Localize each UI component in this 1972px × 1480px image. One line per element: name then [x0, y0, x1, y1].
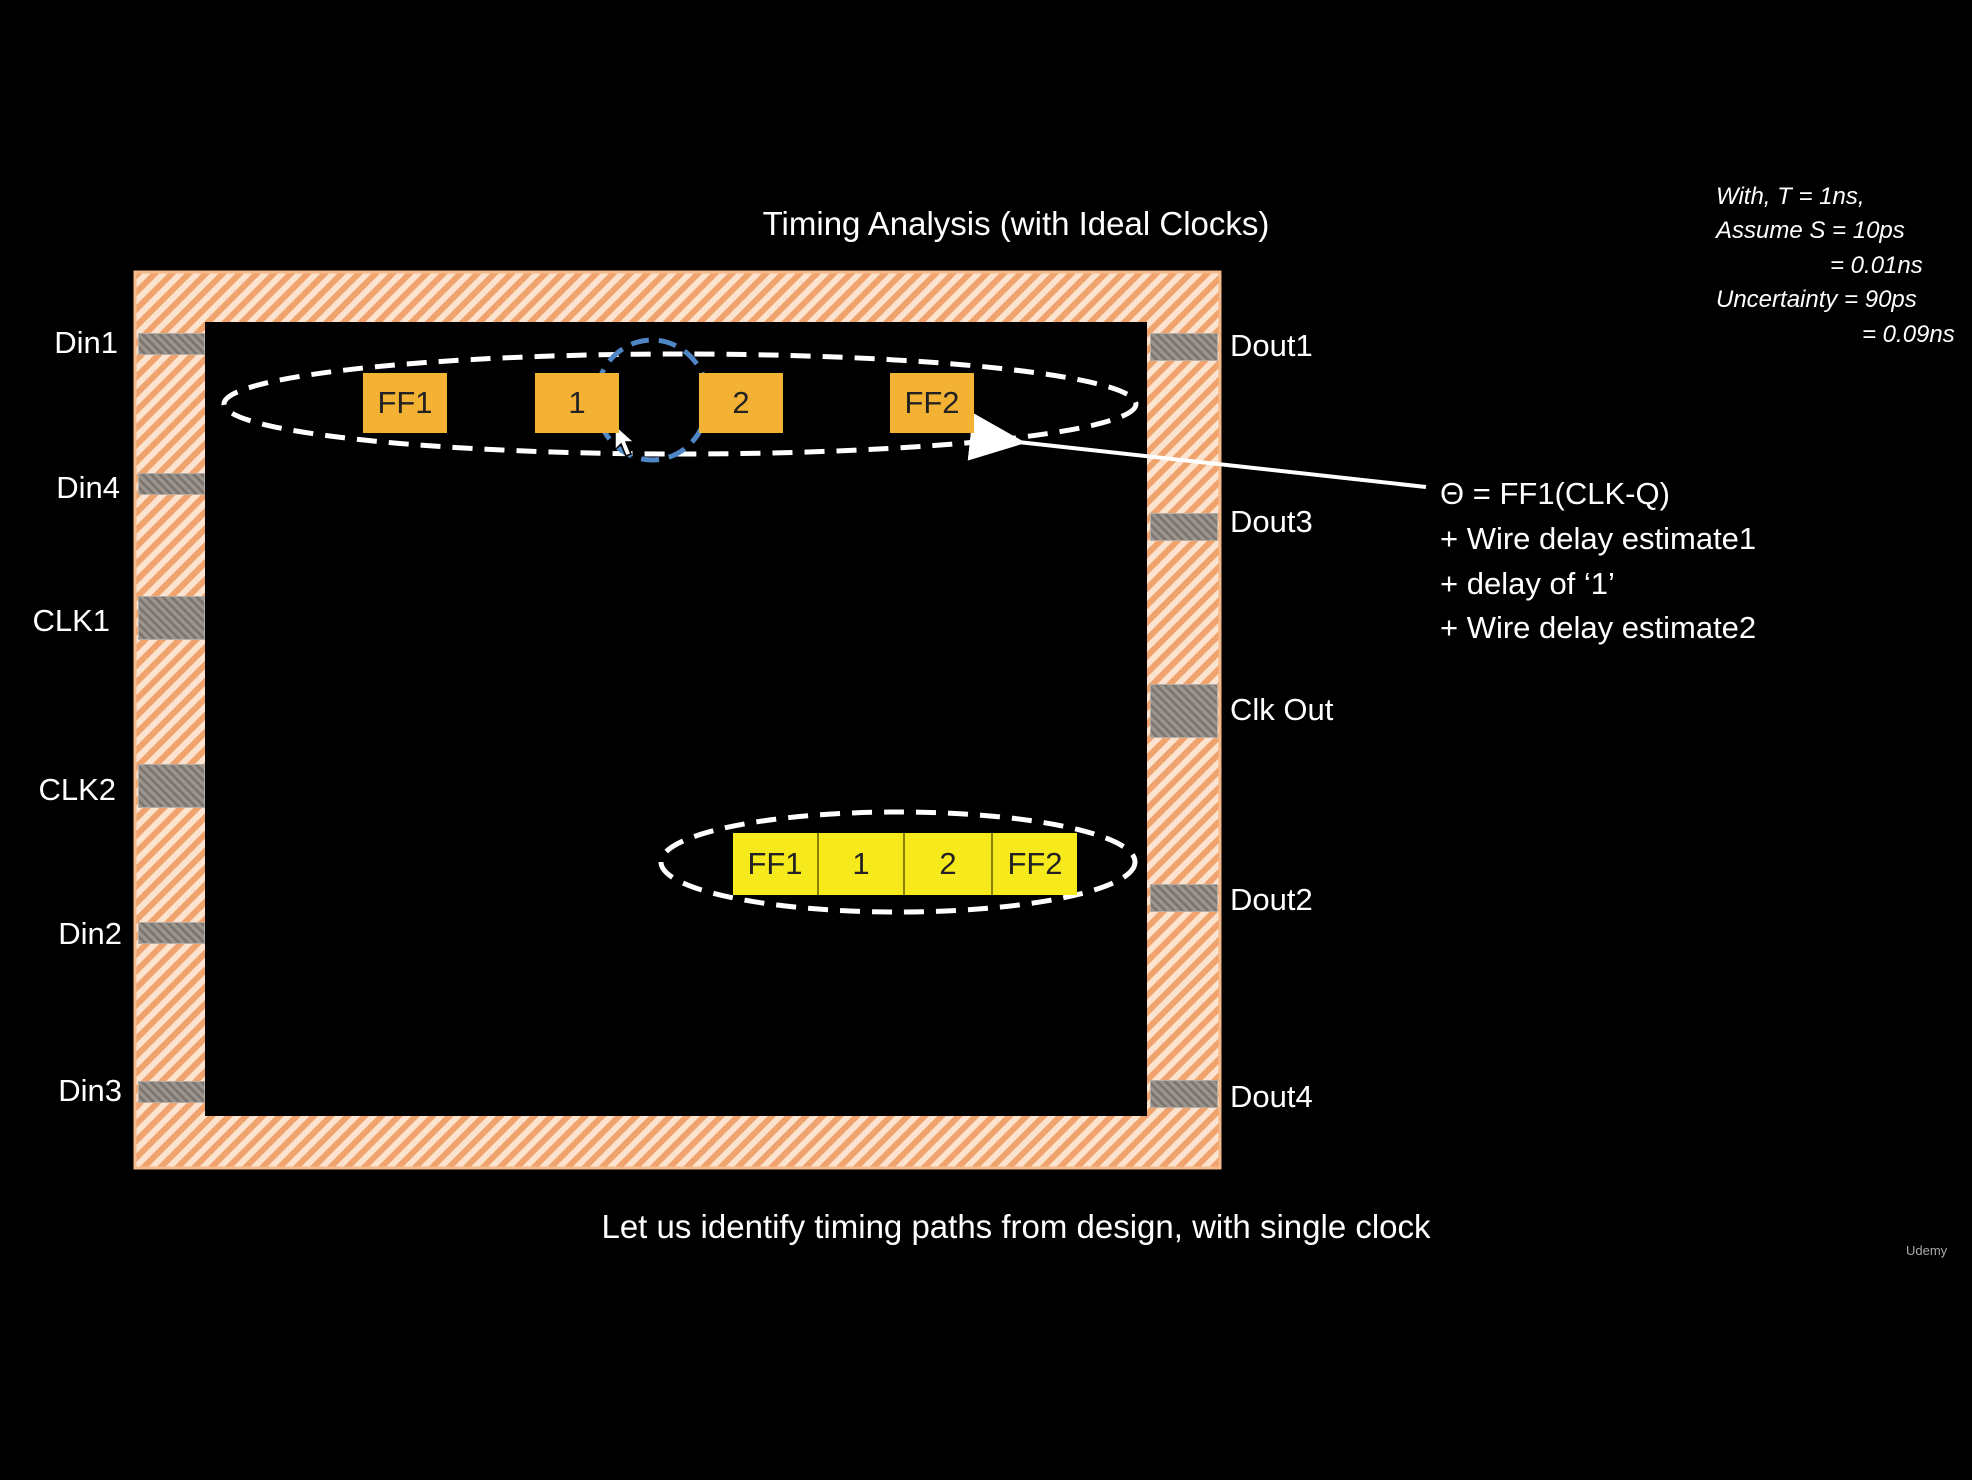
- pad-dout3: [1150, 513, 1218, 541]
- path1-cell-2: 2: [699, 373, 783, 433]
- path2-cell-ff2: FF2: [991, 833, 1077, 895]
- path1-cell-1: 1: [535, 373, 619, 433]
- pad-clk1: [138, 596, 205, 640]
- pad-dout1: [1150, 333, 1218, 361]
- pin-label-dout4: Dout4: [1230, 1079, 1313, 1114]
- equation-line-1: Θ = FF1(CLK-Q): [1440, 476, 1670, 511]
- pad-dout2: [1150, 884, 1218, 912]
- pad-din2: [138, 922, 205, 944]
- assumption-line-3: = 0.01ns: [1830, 252, 1923, 279]
- pin-label-din3: Din3: [58, 1073, 122, 1108]
- pad-clk2: [138, 764, 205, 808]
- pad-din3: [138, 1081, 205, 1103]
- footer-caption: Let us identify timing paths from design…: [601, 1208, 1431, 1245]
- path1-cell-ff2: FF2: [890, 373, 974, 433]
- pin-label-din4: Din4: [56, 470, 120, 505]
- pad-din4: [138, 473, 205, 495]
- path2-cell-1: 1: [817, 833, 903, 895]
- pin-label-dout1: Dout1: [1230, 328, 1313, 363]
- pin-label-clkout: Clk Out: [1230, 692, 1334, 727]
- equation-line-4: + Wire delay estimate2: [1440, 610, 1757, 645]
- pin-label-din1: Din1: [54, 325, 118, 360]
- path2-cell-ff1: FF1: [733, 833, 817, 895]
- annotation-arrow: [967, 412, 1427, 489]
- pad-din1: [138, 333, 205, 355]
- equation-line-3: + delay of ‘1’: [1440, 566, 1615, 601]
- assumption-line-1: With, T = 1ns,: [1716, 183, 1865, 210]
- pin-label-din2: Din2: [58, 916, 122, 951]
- equation-line-2: + Wire delay estimate1: [1440, 521, 1757, 556]
- path2-ellipse: [658, 809, 1138, 915]
- pin-label-clk1: CLK1: [32, 603, 110, 638]
- pin-label-dout3: Dout3: [1230, 504, 1313, 539]
- cursor-icon: [614, 423, 636, 457]
- diagram-title: Timing Analysis (with Ideal Clocks): [762, 205, 1270, 242]
- assumption-line-2: Assume S = 10ps: [1716, 217, 1905, 244]
- pin-label-clk2: CLK2: [38, 772, 116, 807]
- path2-cell-2: 2: [903, 833, 991, 895]
- assumption-line-5: = 0.09ns: [1862, 321, 1955, 348]
- path1-cell-ff1: FF1: [363, 373, 447, 433]
- pin-label-dout2: Dout2: [1230, 882, 1313, 917]
- assumption-line-4: Uncertainty = 90ps: [1716, 286, 1917, 313]
- pad-clkout: [1150, 684, 1218, 738]
- udemy-logo-icon: Udemy: [1906, 1243, 1948, 1258]
- pad-dout4: [1150, 1080, 1218, 1108]
